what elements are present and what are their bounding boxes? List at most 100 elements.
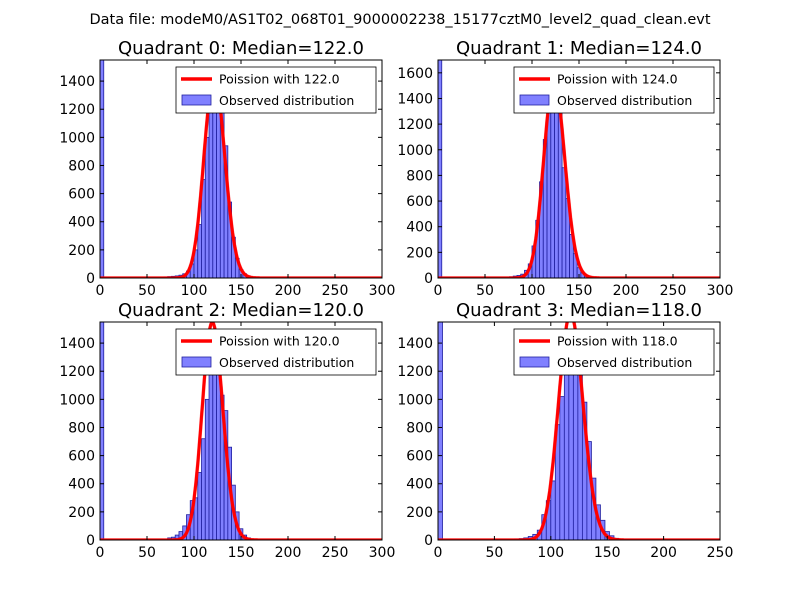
histogram-bar <box>208 356 214 540</box>
legend-bar-label: Observed distribution <box>219 355 354 370</box>
y-tick-label: 1600 <box>397 66 433 82</box>
legend: Poission with 122.0 Observed distribution <box>175 66 377 114</box>
y-tick-label: 600 <box>68 449 95 465</box>
x-tick-label: 50 <box>138 283 156 299</box>
y-tick-label: 1400 <box>59 336 95 352</box>
legend-bar-swatch <box>519 94 550 106</box>
legend-line-label: Poission with 124.0 <box>557 72 678 87</box>
y-tick-label: 200 <box>406 505 433 521</box>
histogram-bar <box>561 167 567 278</box>
y-tick-label: 400 <box>68 215 95 231</box>
x-tick-label: 50 <box>485 545 503 561</box>
y-tick-label: 1200 <box>59 102 95 118</box>
y-tick-label: 800 <box>406 420 433 436</box>
y-tick-label: 400 <box>68 477 95 493</box>
x-tick-label: 100 <box>537 545 564 561</box>
x-tick-label: 200 <box>613 283 640 299</box>
histogram-bar <box>100 60 105 278</box>
y-tick-label: 400 <box>406 220 433 236</box>
y-tick-label: 800 <box>68 420 95 436</box>
x-tick-label: 150 <box>566 283 593 299</box>
quadrant-panel-2: 0 50 100 150 200 250 300 0 200 400 600 800 1000 1200 1… <box>59 300 395 561</box>
panel-title: Quadrant 3: Median=118.0 <box>456 300 702 321</box>
x-tick-label: 100 <box>181 545 208 561</box>
quadrant-panel-3: 0 50 100 150 200 250 0 200 400 600 800 1000 1200 1400… <box>397 300 733 561</box>
histogram-bar <box>201 438 206 540</box>
y-tick-label: 200 <box>68 505 95 521</box>
x-tick-label: 200 <box>650 545 677 561</box>
legend-bar-swatch <box>181 94 212 106</box>
x-tick-label: 250 <box>322 545 349 561</box>
x-tick-label: 50 <box>138 545 156 561</box>
y-tick-label: 0 <box>424 533 433 549</box>
axes-frame <box>437 321 721 541</box>
x-tick-label: 250 <box>322 283 349 299</box>
x-tick-label: 250 <box>707 545 734 561</box>
x-tick-label: 0 <box>434 545 443 561</box>
histogram-bar <box>197 472 202 540</box>
histogram-bar <box>559 396 565 540</box>
y-tick-label: 400 <box>406 477 433 493</box>
histogram-bar <box>204 398 210 540</box>
histogram-bar <box>204 136 210 278</box>
histogram-bar <box>438 60 443 278</box>
y-tick-label: 0 <box>86 533 95 549</box>
legend-bar-label: Observed distribution <box>557 355 692 370</box>
legend-bar-swatch <box>181 356 212 368</box>
y-tick-label: 1200 <box>397 117 433 133</box>
x-tick-label: 300 <box>707 283 734 299</box>
plot-area <box>100 60 382 278</box>
legend: Poission with 118.0 Observed distribution <box>513 328 715 376</box>
x-tick-label: 100 <box>519 283 546 299</box>
y-tick-label: 800 <box>406 168 433 184</box>
poisson-curve <box>438 78 720 278</box>
panel-title: Quadrant 1: Median=124.0 <box>456 38 702 59</box>
x-tick-label: 100 <box>181 283 208 299</box>
y-tick-label: 1000 <box>59 130 95 146</box>
poisson-curve <box>100 75 382 278</box>
legend-bar-label: Observed distribution <box>219 93 354 108</box>
legend: Poission with 120.0 Observed distribution <box>175 328 377 376</box>
y-tick-label: 1000 <box>397 392 433 408</box>
x-tick-label: 150 <box>228 283 255 299</box>
histogram-bar <box>563 353 570 540</box>
legend-line-label: Poission with 122.0 <box>219 72 340 87</box>
y-tick-label: 1400 <box>397 91 433 107</box>
x-tick-label: 200 <box>275 283 302 299</box>
y-tick-label: 600 <box>406 194 433 210</box>
x-tick-label: 0 <box>96 283 105 299</box>
figure-suptitle: Data file: modeM0/AS1T02_068T01_90000022… <box>89 12 710 28</box>
y-tick-label: 200 <box>406 245 433 261</box>
legend-bar-swatch <box>519 356 550 368</box>
y-tick-label: 1200 <box>397 364 433 380</box>
quadrant-panel-1: 0 50 100 150 200 250 300 0 200 400 600 800 1000 1200 1… <box>397 38 733 299</box>
y-tick-label: 1400 <box>59 74 95 90</box>
legend: Poission with 124.0 Observed distribution <box>513 66 715 114</box>
x-tick-label: 0 <box>434 283 443 299</box>
y-tick-label: 0 <box>86 271 95 287</box>
x-tick-label: 200 <box>275 545 302 561</box>
x-tick-label: 250 <box>660 283 687 299</box>
legend-line-label: Poission with 118.0 <box>557 334 678 349</box>
histogram-bar <box>100 322 105 540</box>
histogram-bar <box>438 322 443 540</box>
legend-box <box>175 328 377 376</box>
y-tick-label: 1200 <box>59 364 95 380</box>
y-tick-label: 0 <box>424 271 433 287</box>
poisson-curve <box>100 322 382 540</box>
y-tick-label: 600 <box>406 449 433 465</box>
y-tick-label: 200 <box>68 243 95 259</box>
y-tick-label: 600 <box>68 187 95 203</box>
panel-title: Quadrant 2: Median=120.0 <box>118 300 364 321</box>
quadrant-panel-0: 0 50 100 150 200 250 300 0 200 400 600 800 1000 1200 1… <box>59 38 395 299</box>
x-tick-label: 0 <box>96 545 105 561</box>
histogram-bar <box>216 94 221 278</box>
x-tick-label: 150 <box>594 545 621 561</box>
x-tick-label: 300 <box>369 545 396 561</box>
y-tick-label: 800 <box>68 158 95 174</box>
y-tick-label: 1400 <box>397 336 433 352</box>
legend-line-label: Poission with 120.0 <box>219 334 340 349</box>
legend-bar-label: Observed distribution <box>557 93 692 108</box>
y-tick-label: 1000 <box>59 392 95 408</box>
